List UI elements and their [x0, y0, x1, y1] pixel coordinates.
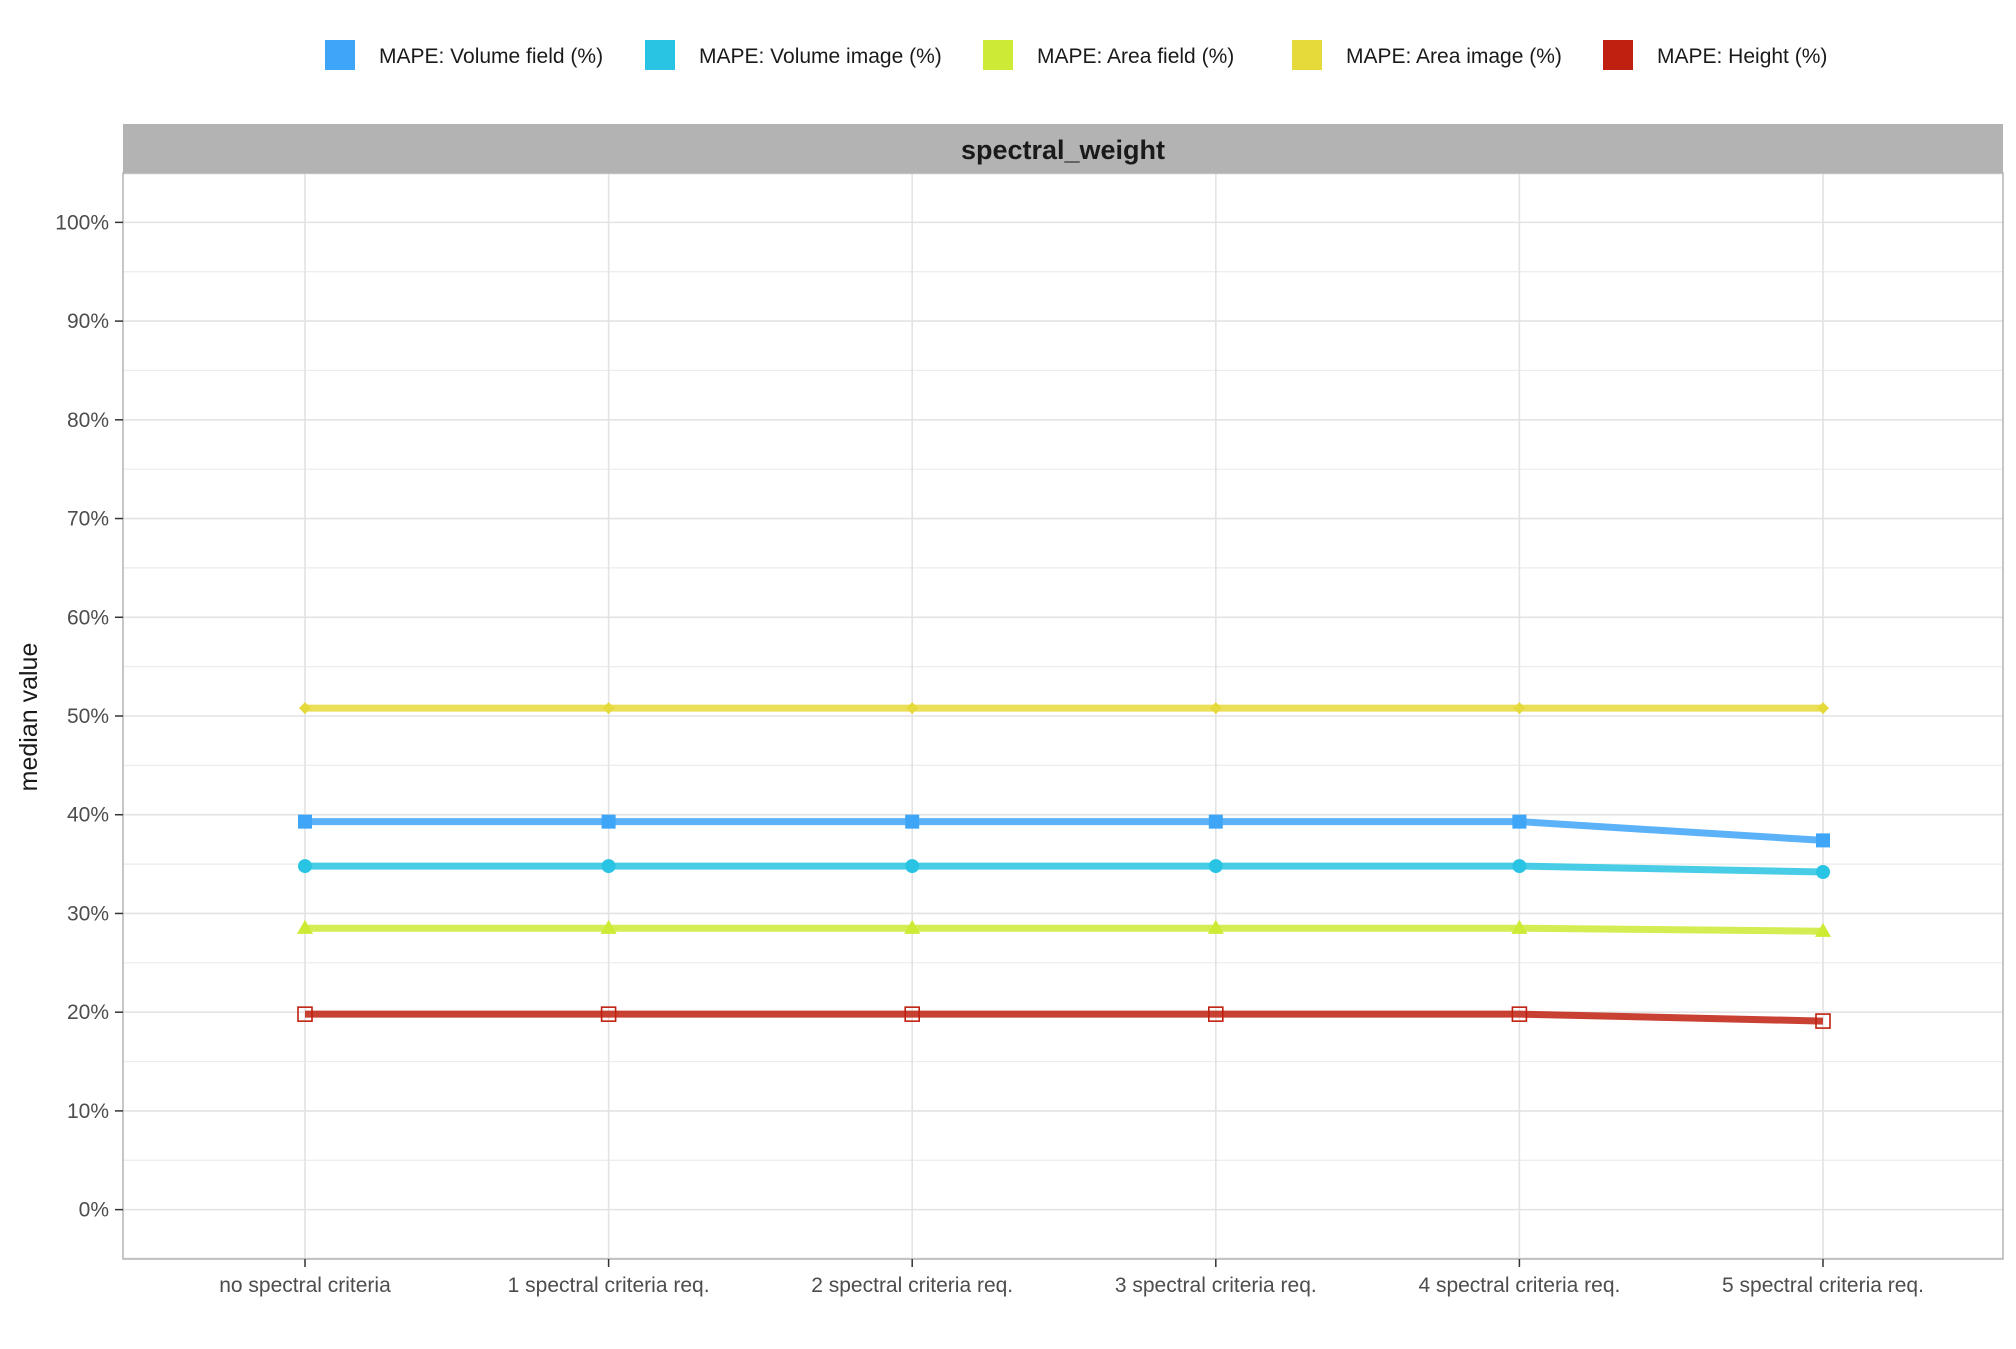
legend-label-area-field: MAPE: Area field (%) [1037, 45, 1234, 68]
data-point-height [297, 1006, 313, 1022]
series-line-volume-image [305, 862, 1824, 876]
data-point-height [600, 1006, 617, 1022]
data-point-volume-field [1816, 833, 1830, 848]
legend-key-volume-image [645, 40, 675, 70]
series-line-volume-field [305, 818, 1824, 844]
x-tick-label: 1 spectral criteria req. [508, 1274, 710, 1297]
data-point-volume-image [1512, 859, 1527, 874]
legend-label-volume-field: MAPE: Volume field (%) [379, 45, 603, 68]
data-point-area-field [904, 919, 921, 934]
x-tick-label: no spectral criteria [219, 1274, 391, 1297]
legend-label-height: MAPE: Height (%) [1657, 45, 1827, 68]
series-line-height [305, 1010, 1824, 1025]
data-point-volume-field [1512, 814, 1527, 829]
y-tick-label: 10% [67, 1100, 109, 1123]
data-point-area-image [1513, 702, 1526, 715]
data-point-area-image [299, 702, 311, 715]
y-tick-label: 80% [67, 409, 109, 432]
data-point-height [1511, 1006, 1528, 1022]
data-point-volume-image [1208, 859, 1223, 874]
data-point-volume-field [601, 814, 616, 829]
series-points [296, 702, 1832, 1029]
y-axis-title: median value [15, 643, 43, 792]
legend-label-volume-image: MAPE: Volume image (%) [699, 45, 942, 68]
y-tick-label: 30% [67, 902, 109, 925]
data-point-area-field [1207, 919, 1224, 934]
y-tick-label: 70% [67, 508, 109, 531]
y-tick-label: 0% [79, 1199, 109, 1222]
data-point-volume-field [905, 814, 920, 829]
data-point-area-image [602, 702, 615, 715]
x-tick-label: 5 spectral criteria req. [1722, 1274, 1924, 1297]
legend-label-area-image: MAPE: Area image (%) [1346, 45, 1562, 68]
y-tick-label: 20% [67, 1001, 109, 1024]
y-tick-label: 40% [67, 804, 109, 827]
x-tick-label: 4 spectral criteria req. [1418, 1274, 1620, 1297]
data-point-height [904, 1006, 921, 1022]
data-point-volume-field [1208, 814, 1223, 829]
data-point-volume-image [905, 859, 920, 874]
data-point-area-field [296, 919, 314, 934]
x-tick-label: 3 spectral criteria req. [1115, 1274, 1317, 1297]
y-tick-label: 90% [67, 310, 109, 333]
legend-key-area-image [1292, 40, 1322, 70]
x-tick-label: 2 spectral criteria req. [811, 1274, 1013, 1297]
data-point-height [1815, 1013, 1831, 1029]
y-tick-label: 100% [55, 211, 109, 234]
legend-key-height [1603, 40, 1633, 70]
legend-key-area-field [983, 40, 1013, 70]
data-point-area-image [1209, 702, 1222, 715]
y-axis: 0% 10% 20% 30% 40% 50% 60% 70% 80% 90% 100% [55, 211, 123, 1222]
grid [123, 173, 2003, 1259]
data-point-volume-image [1816, 864, 1830, 879]
x-axis: no spectral criteria 1 spectral criteria … [219, 1259, 1924, 1297]
series-line-area-field [305, 924, 1824, 935]
data-point-volume-image [298, 859, 312, 874]
data-point-area-field [1814, 922, 1832, 937]
legend-key-volume-field [325, 40, 355, 70]
legend: MAPE: Volume field (%) MAPE: Volume image… [325, 40, 1827, 70]
data-point-area-field [1511, 919, 1528, 934]
y-tick-label: 60% [67, 606, 109, 629]
data-point-volume-field [298, 814, 312, 829]
data-point-area-image [906, 702, 919, 715]
series-lines [305, 704, 1824, 1025]
data-point-height [1208, 1006, 1224, 1022]
panel-strip [123, 124, 2003, 173]
y-tick-label: 50% [67, 705, 109, 728]
data-point-area-image [1817, 702, 1829, 715]
data-point-area-field [600, 919, 617, 934]
data-point-volume-image [601, 859, 616, 874]
panel-title: spectral_weight [961, 135, 1165, 165]
